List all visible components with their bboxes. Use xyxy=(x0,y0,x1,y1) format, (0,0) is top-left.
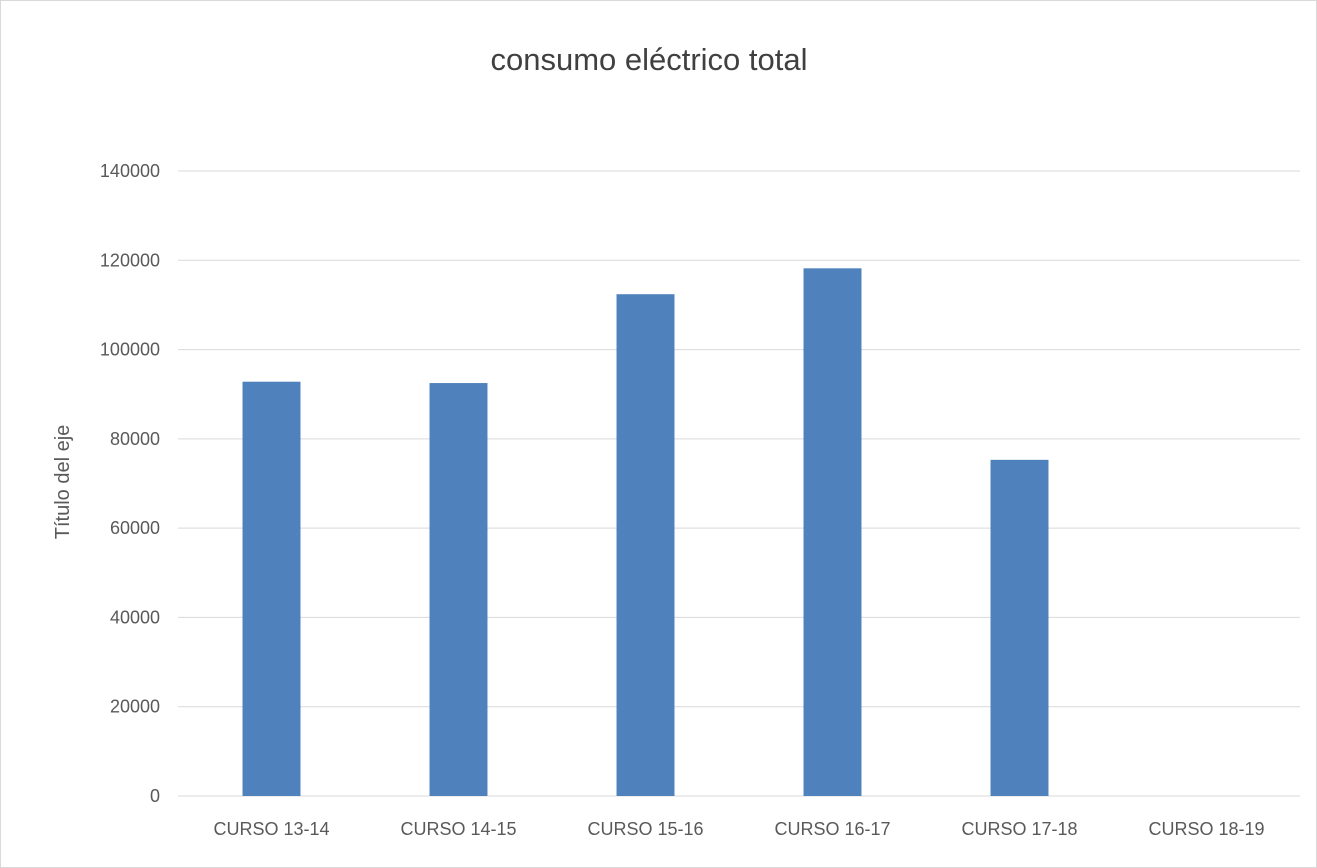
x-axis-tick-labels: CURSO 13-14 CURSO 14-15 CURSO 15-16 CURSO 1… xyxy=(213,819,1264,839)
bar xyxy=(242,381,301,796)
bar xyxy=(803,268,862,797)
x-tick-label: CURSO 17-18 xyxy=(961,819,1077,839)
x-tick-label: CURSO 14-15 xyxy=(400,819,516,839)
gridlines xyxy=(178,170,1300,797)
bars xyxy=(242,268,1049,797)
x-tick-label: CURSO 13-14 xyxy=(213,819,329,839)
y-axis-title: Título del eje xyxy=(52,425,74,540)
bar xyxy=(616,294,675,796)
y-tick-label: 120000 xyxy=(100,250,160,270)
y-tick-label: 40000 xyxy=(110,607,160,627)
y-tick-label: 20000 xyxy=(110,697,160,717)
y-tick-label: 140000 xyxy=(100,161,160,181)
x-tick-label: CURSO 18-19 xyxy=(1148,819,1264,839)
bar xyxy=(990,459,1049,796)
y-tick-label: 80000 xyxy=(110,429,160,449)
x-tick-label: CURSO 16-17 xyxy=(774,819,890,839)
y-tick-label: 60000 xyxy=(110,518,160,538)
chart-title: consumo eléctrico total xyxy=(490,42,807,77)
y-tick-label: 0 xyxy=(150,786,160,806)
y-tick-label: 100000 xyxy=(100,340,160,360)
y-axis-tick-labels: 0 20000 40000 60000 80000 100000 120000 140000 xyxy=(100,161,160,806)
x-tick-label: CURSO 15-16 xyxy=(587,819,703,839)
bar xyxy=(429,383,488,796)
